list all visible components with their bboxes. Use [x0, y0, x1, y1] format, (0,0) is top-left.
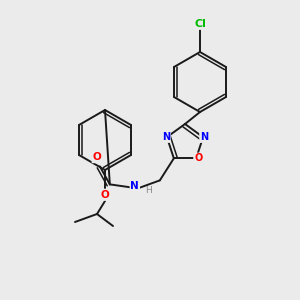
- Text: N: N: [200, 132, 208, 142]
- Text: Cl: Cl: [194, 19, 206, 29]
- Text: O: O: [100, 190, 109, 200]
- Text: O: O: [92, 152, 101, 162]
- Text: N: N: [130, 182, 139, 191]
- Text: O: O: [194, 153, 202, 164]
- Text: N: N: [162, 132, 170, 142]
- Text: H: H: [145, 186, 152, 195]
